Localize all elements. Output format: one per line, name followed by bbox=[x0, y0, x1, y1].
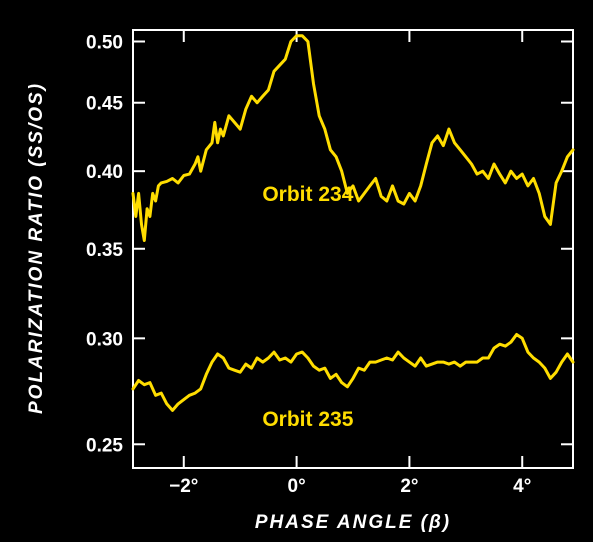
series-annotation-label: Orbit 235 bbox=[262, 408, 353, 431]
y-tick-label: 0.30 bbox=[86, 329, 123, 350]
x-tick-label: 2° bbox=[400, 476, 418, 497]
annotation-group: Orbit 234 Orbit 235 bbox=[262, 183, 353, 431]
series-line-orbit-234 bbox=[131, 34, 575, 242]
y-axis-label: POLARIZATION RATIO (SS/OS) bbox=[26, 82, 47, 414]
y-tick-label: 0.45 bbox=[86, 94, 123, 115]
plot-area-frame bbox=[132, 29, 574, 469]
x-axis-label: PHASE ANGLE (β) bbox=[255, 512, 451, 533]
y-tick-label: 0.35 bbox=[86, 240, 123, 261]
series-group bbox=[131, 34, 575, 412]
series-line-orbit-235 bbox=[131, 333, 575, 412]
y-tick-label: 0.50 bbox=[86, 33, 123, 54]
x-tick-label: −2° bbox=[169, 476, 198, 497]
x-tick-label: 0° bbox=[288, 476, 306, 497]
x-tick-label: 4° bbox=[513, 476, 531, 497]
y-tick-label: 0.25 bbox=[86, 435, 123, 456]
series-annotation-label: Orbit 234 bbox=[262, 183, 353, 206]
x-axis-ticks: −2° 0° 2° 4° bbox=[169, 30, 531, 497]
y-tick-label: 0.40 bbox=[86, 162, 123, 183]
y-axis-ticks: 0.25 0.30 0.35 0.40 0.45 0.50 bbox=[86, 33, 573, 456]
